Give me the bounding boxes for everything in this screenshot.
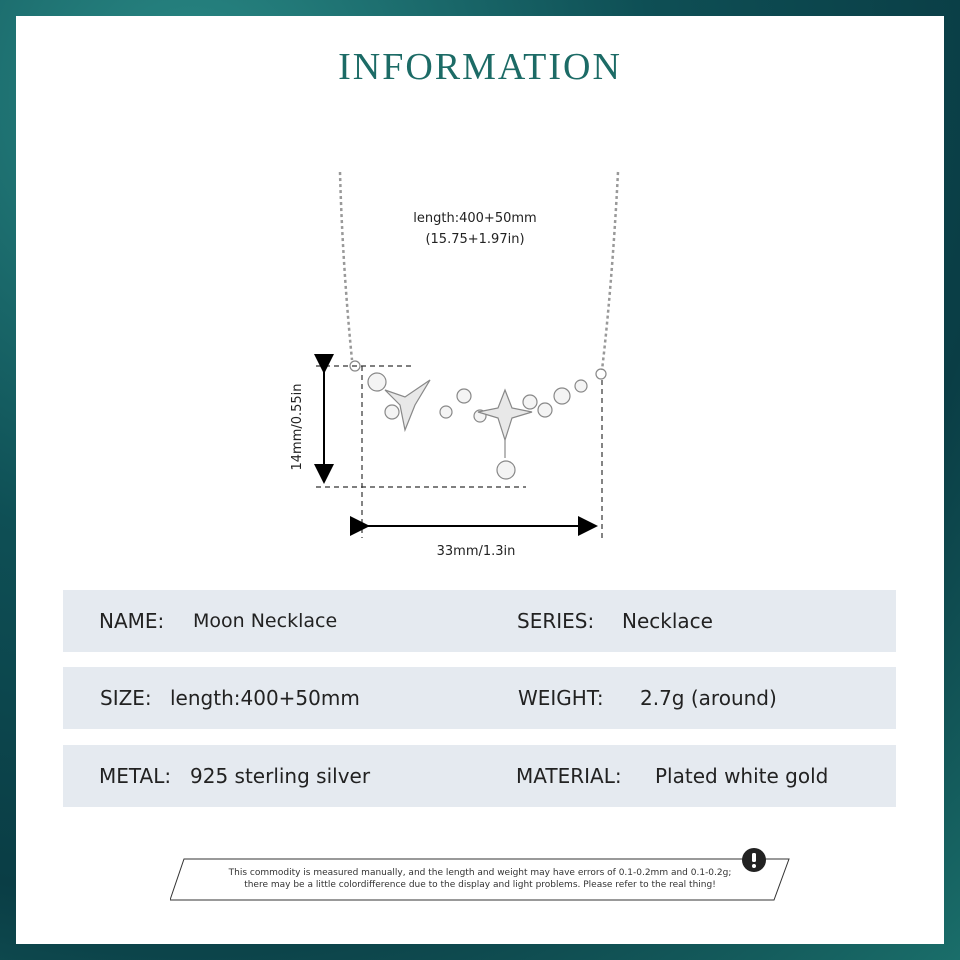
necklace-diagram: length:400+50mm (15.75+1.97in) 14mm/0.55…	[290, 171, 620, 559]
necklace-pendant	[349, 360, 607, 480]
spec-value: length:400+50mm	[170, 686, 360, 710]
spec-label: SERIES:	[517, 609, 595, 633]
spec-label: METAL:	[99, 764, 172, 788]
width-label: 33mm/1.3in	[437, 544, 516, 559]
spec-label: WEIGHT:	[518, 686, 604, 710]
necklace-chain	[338, 171, 620, 371]
spec-row-size: SIZE: length:400+50mm WEIGHT: 2.7g (arou…	[63, 667, 896, 729]
spec-label: NAME:	[99, 609, 165, 633]
exclamation-icon	[742, 848, 766, 872]
length-inch-label: (15.75+1.97in)	[425, 232, 524, 247]
disclaimer-box: This commodity is measured manually, and…	[170, 848, 790, 901]
spec-row-metal: METAL: 925 sterling silver MATERIAL: Pla…	[63, 745, 896, 807]
height-label: 14mm/0.55in	[290, 383, 305, 470]
spec-label: SIZE:	[100, 686, 152, 710]
spec-value: 925 sterling silver	[190, 764, 371, 788]
page-title: INFORMATION	[338, 46, 622, 88]
disclaimer-line-2: there may be a little colordifference du…	[244, 880, 716, 890]
spec-value: Moon Necklace	[193, 610, 338, 632]
spec-value: Plated white gold	[655, 764, 829, 788]
spec-value: Necklace	[622, 609, 713, 633]
length-label: length:400+50mm	[413, 211, 536, 226]
disclaimer-line-1: This commodity is measured manually, and…	[228, 868, 732, 878]
spec-value: 2.7g (around)	[640, 686, 777, 710]
spec-row-name: NAME: Moon Necklace SERIES: Necklace	[63, 590, 896, 652]
dimension-lines	[316, 365, 603, 538]
spec-label: MATERIAL:	[516, 764, 622, 788]
